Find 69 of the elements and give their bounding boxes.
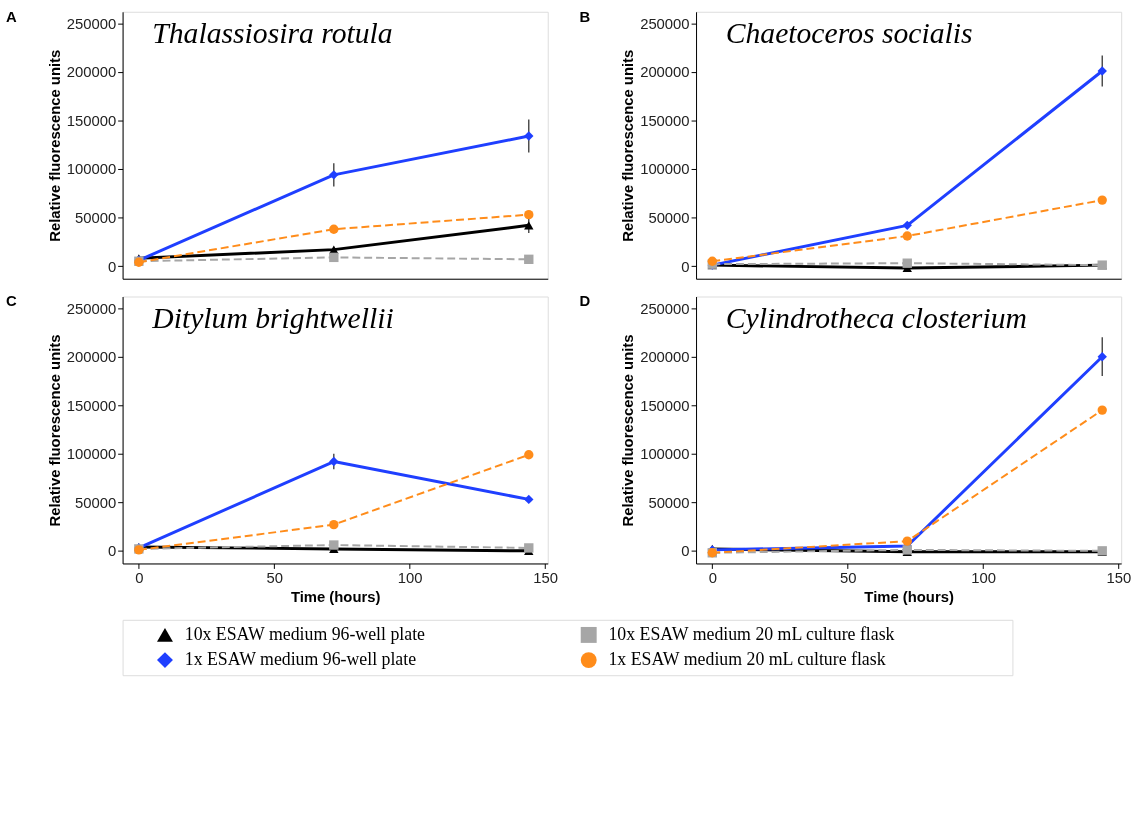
text: C [5, 293, 17, 310]
point [1097, 66, 1107, 76]
point [329, 540, 339, 550]
point [1097, 352, 1107, 362]
y-tick-label: 250000 [640, 15, 690, 32]
y-axis-title: Relative fluorescence units [620, 334, 637, 527]
x-tick-label: 50 [266, 569, 283, 586]
y-tick-label: 50000 [648, 210, 690, 227]
point [329, 519, 339, 530]
x-tick-label: 100 [397, 569, 423, 586]
y-axis-title: Relative fluorescence units [620, 49, 637, 242]
x-tick-label: 150 [533, 569, 558, 586]
chart-title: Thalassiosira rotula [152, 17, 393, 50]
point [902, 536, 912, 546]
y-tick-label: 50000 [648, 494, 690, 511]
y-tick-label: 0 [107, 543, 117, 560]
y-tick-label: 250000 [66, 300, 117, 317]
y-tick-label: 200000 [66, 64, 117, 81]
point [524, 254, 534, 265]
point [524, 450, 534, 460]
x-axis-title: Time (hours) [864, 588, 954, 605]
y-tick-label: 0 [107, 258, 117, 275]
x-tick-label: 50 [839, 569, 857, 586]
x-tick-label: 100 [971, 569, 996, 586]
y-tick-label: 50000 [74, 210, 117, 227]
y-tick-label: 100000 [640, 446, 690, 463]
y-tick-label: 250000 [640, 300, 690, 317]
chart-title: Cylindrotheca closterium [725, 302, 1027, 335]
text: B [579, 8, 591, 25]
legend-label: 10x ESAW medium 20 mL culture flask [608, 623, 895, 644]
y-tick-label: 250000 [66, 15, 117, 32]
y-tick-label: 100000 [66, 446, 117, 463]
point [329, 252, 339, 263]
text: D [579, 293, 591, 310]
y-tick-label: 200000 [640, 64, 690, 81]
y-axis-title: Relative fluorescence units [46, 49, 63, 242]
y-tick-label: 150000 [640, 112, 690, 129]
chart-title: Ditylum brightwellii [151, 302, 394, 335]
point [329, 456, 339, 467]
y-tick-label: 50000 [74, 494, 117, 511]
text: A [5, 8, 17, 25]
point [524, 131, 534, 141]
y-tick-label: 100000 [66, 161, 117, 178]
x-tick-label: 150 [1106, 569, 1132, 586]
y-tick-label: 100000 [640, 161, 690, 178]
point [524, 494, 534, 505]
y-tick-label: 200000 [66, 349, 117, 366]
x-tick-label: 0 [135, 569, 144, 586]
legend-label: 1x ESAW medium 96-well plate [184, 649, 417, 670]
point [329, 170, 339, 180]
point [1097, 405, 1107, 415]
y-tick-label: 150000 [66, 112, 117, 129]
point [902, 220, 912, 231]
y-tick-label: 200000 [640, 349, 690, 366]
point [902, 258, 912, 268]
x-tick-label: 0 [708, 569, 717, 586]
point [329, 224, 339, 234]
x-axis-title: Time (hours) [290, 588, 381, 605]
legend-label: 10x ESAW medium 96-well plate [184, 623, 426, 644]
point [1097, 195, 1107, 205]
legend-label: 1x ESAW medium 20 mL culture flask [608, 649, 886, 670]
point [902, 231, 912, 241]
chart-title: Chaetoceros socialis [725, 17, 973, 50]
y-tick-label: 0 [681, 543, 690, 560]
y-tick-label: 150000 [66, 397, 117, 414]
y-axis-title: Relative fluorescence units [46, 334, 63, 527]
point [524, 209, 534, 220]
y-tick-label: 0 [681, 258, 690, 275]
y-tick-label: 150000 [640, 397, 690, 414]
